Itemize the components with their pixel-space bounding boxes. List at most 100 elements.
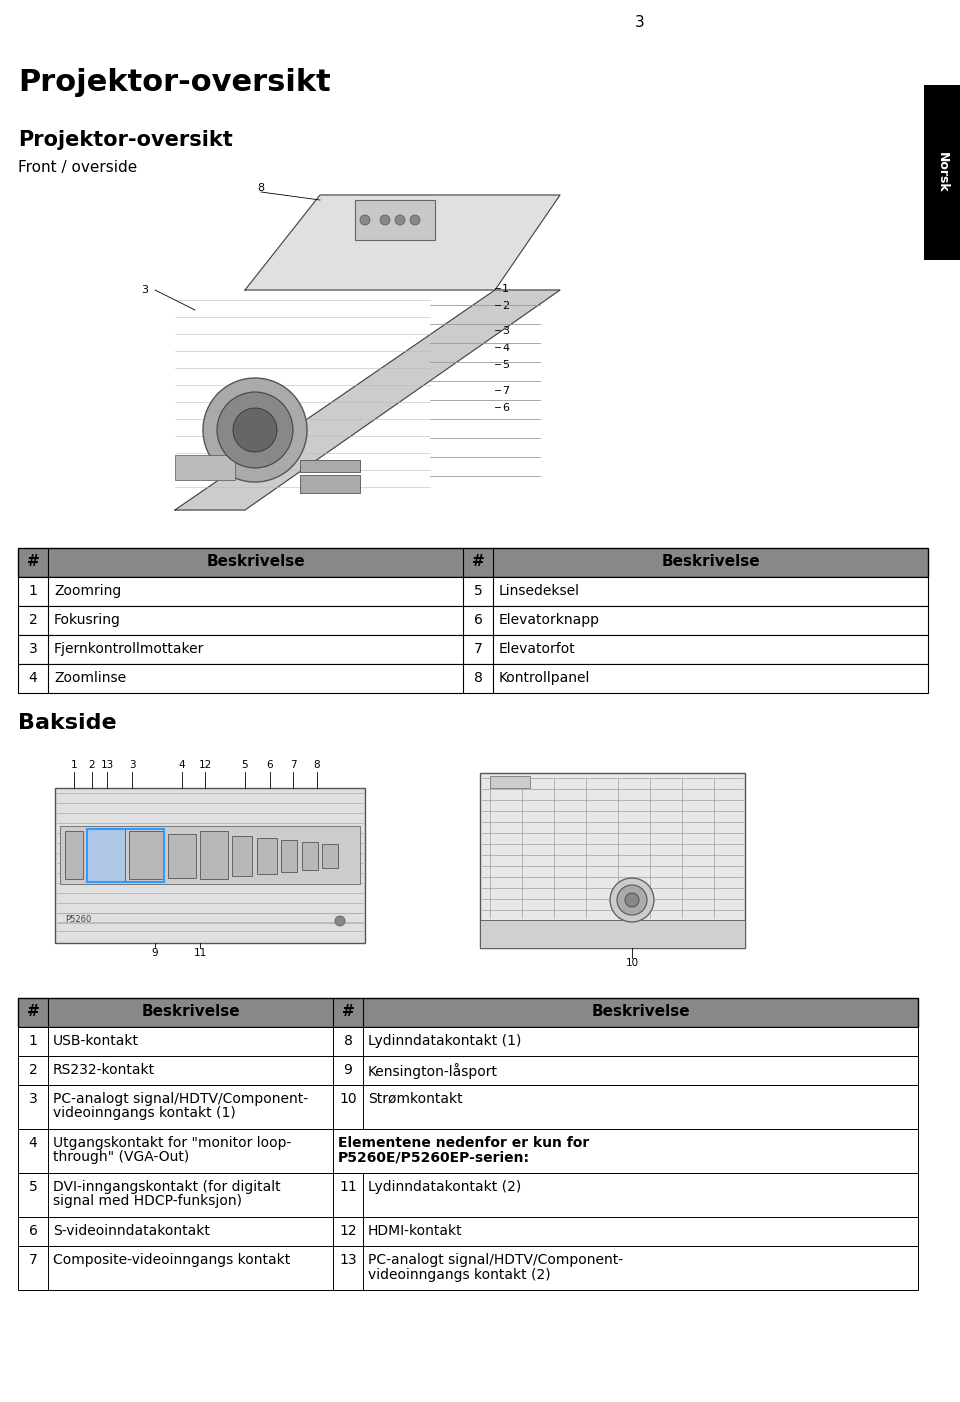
Bar xyxy=(333,1129,918,1173)
Text: 1: 1 xyxy=(71,760,78,770)
Text: 9: 9 xyxy=(344,1063,352,1077)
Text: USB-kontakt: USB-kontakt xyxy=(53,1035,139,1049)
Bar xyxy=(333,1056,918,1085)
Bar xyxy=(322,844,338,868)
Bar xyxy=(18,1028,333,1056)
Text: #: # xyxy=(27,1004,39,1019)
Text: Zoomring: Zoomring xyxy=(54,585,121,599)
Bar xyxy=(355,200,435,240)
Text: Fokusring: Fokusring xyxy=(54,613,121,627)
Text: through" (VGA-Out): through" (VGA-Out) xyxy=(53,1151,189,1165)
Bar xyxy=(18,665,928,693)
Text: Lydinndatakontakt (1): Lydinndatakontakt (1) xyxy=(368,1035,521,1049)
Bar xyxy=(333,1246,918,1290)
Text: 3: 3 xyxy=(29,642,37,656)
Text: HDMI-kontakt: HDMI-kontakt xyxy=(368,1224,463,1238)
Text: DVI-inngangskontakt (for digitalt: DVI-inngangskontakt (for digitalt xyxy=(53,1180,280,1195)
Bar xyxy=(87,829,164,882)
Text: 10: 10 xyxy=(625,958,638,967)
Circle shape xyxy=(203,379,307,482)
Bar xyxy=(18,1056,333,1085)
Text: 3: 3 xyxy=(29,1092,37,1106)
Text: 8: 8 xyxy=(314,760,321,770)
Text: Norsk: Norsk xyxy=(935,153,948,193)
Bar xyxy=(65,831,83,879)
Text: PC-analogt signal/HDTV/Component-: PC-analogt signal/HDTV/Component- xyxy=(368,1253,623,1267)
Bar xyxy=(18,1246,333,1290)
Text: Elementene nedenfor er kun for: Elementene nedenfor er kun for xyxy=(338,1136,589,1150)
Text: PC-analogt signal/HDTV/Component-: PC-analogt signal/HDTV/Component- xyxy=(53,1092,308,1106)
Bar xyxy=(18,635,928,665)
Text: Front / overside: Front / overside xyxy=(18,160,137,175)
Circle shape xyxy=(395,215,405,224)
Text: 13: 13 xyxy=(339,1253,357,1267)
Bar xyxy=(87,829,125,880)
Circle shape xyxy=(610,878,654,923)
Circle shape xyxy=(217,393,293,468)
Text: Strømkontakt: Strømkontakt xyxy=(368,1092,463,1106)
Text: 7: 7 xyxy=(473,642,482,656)
Text: 6: 6 xyxy=(267,760,274,770)
Text: 5: 5 xyxy=(502,360,509,370)
Text: Elevatorfot: Elevatorfot xyxy=(499,642,576,656)
Text: 6: 6 xyxy=(502,402,509,414)
Bar xyxy=(490,775,530,788)
Bar xyxy=(55,788,365,944)
Bar xyxy=(333,1173,918,1217)
Circle shape xyxy=(335,916,345,925)
Text: Beskrivelse: Beskrivelse xyxy=(206,554,305,569)
Text: P5260: P5260 xyxy=(65,916,91,924)
Bar xyxy=(175,456,235,479)
Polygon shape xyxy=(175,290,560,510)
Bar xyxy=(129,831,164,879)
Text: 4: 4 xyxy=(502,343,509,353)
Text: signal med HDCP-funksjon): signal med HDCP-funksjon) xyxy=(53,1195,242,1209)
Bar xyxy=(257,838,277,873)
Text: Zoomlinse: Zoomlinse xyxy=(54,672,126,686)
Text: 5: 5 xyxy=(29,1180,37,1195)
Text: 1: 1 xyxy=(502,285,509,294)
Bar xyxy=(18,1129,333,1173)
Text: Projektor-oversikt: Projektor-oversikt xyxy=(18,130,232,150)
Circle shape xyxy=(360,215,370,224)
Bar xyxy=(18,578,928,606)
Text: 3: 3 xyxy=(635,15,645,29)
Text: 6: 6 xyxy=(473,613,483,627)
Bar xyxy=(168,834,196,878)
Text: 10: 10 xyxy=(339,1092,357,1106)
Text: Kensington-låsport: Kensington-låsport xyxy=(368,1063,498,1080)
Bar xyxy=(18,548,928,578)
Text: Projektor-oversikt: Projektor-oversikt xyxy=(18,69,331,97)
Bar xyxy=(281,840,297,872)
Bar xyxy=(924,86,960,259)
Text: 11: 11 xyxy=(339,1180,357,1195)
Bar xyxy=(333,1028,918,1056)
Text: 12: 12 xyxy=(339,1224,357,1238)
Text: 8: 8 xyxy=(257,184,265,193)
Text: Beskrivelse: Beskrivelse xyxy=(141,1004,240,1019)
Bar xyxy=(18,1173,333,1217)
Text: videoinngangs kontakt (2): videoinngangs kontakt (2) xyxy=(368,1267,551,1281)
Text: P5260E/P5260EP-serien:: P5260E/P5260EP-serien: xyxy=(338,1151,530,1165)
Bar xyxy=(480,773,745,948)
Bar xyxy=(18,606,928,635)
Text: 4: 4 xyxy=(179,760,185,770)
Circle shape xyxy=(617,885,647,916)
Text: 3: 3 xyxy=(141,285,149,294)
Text: RS232-kontakt: RS232-kontakt xyxy=(53,1063,156,1077)
Text: Elevatorknapp: Elevatorknapp xyxy=(499,613,600,627)
Bar xyxy=(333,1085,918,1129)
Bar xyxy=(18,998,918,1028)
Text: S-videoinndatakontakt: S-videoinndatakontakt xyxy=(53,1224,210,1238)
Text: 1: 1 xyxy=(29,585,37,599)
Bar xyxy=(18,1217,333,1246)
Text: 2: 2 xyxy=(88,760,95,770)
Text: Linsedeksel: Linsedeksel xyxy=(499,585,580,599)
Text: 8: 8 xyxy=(473,672,483,686)
Text: 2: 2 xyxy=(502,301,509,311)
Circle shape xyxy=(625,893,639,907)
Text: 9: 9 xyxy=(152,948,158,958)
Text: Beskrivelse: Beskrivelse xyxy=(661,554,759,569)
Text: 7: 7 xyxy=(290,760,297,770)
Bar xyxy=(302,843,318,871)
